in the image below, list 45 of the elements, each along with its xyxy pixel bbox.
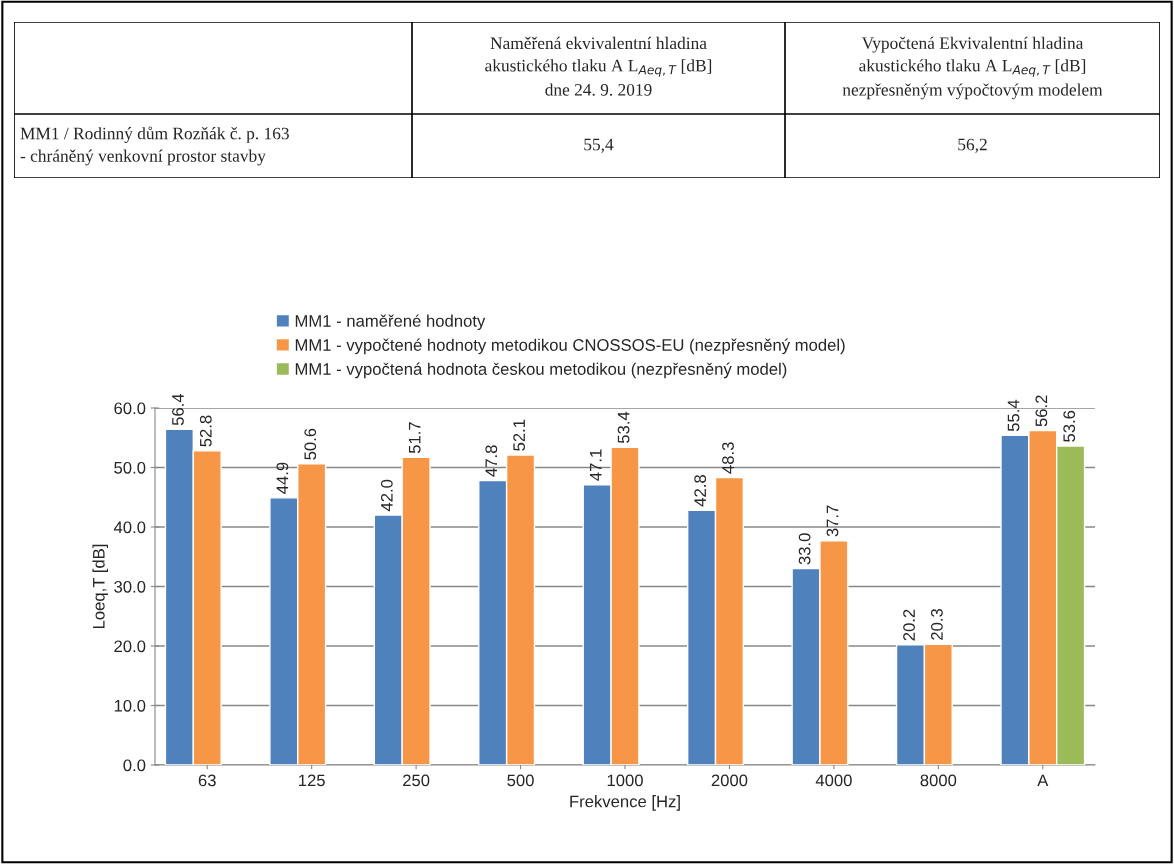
y-tick-label: 30.0: [114, 580, 146, 593]
data-label: 53.6: [1063, 410, 1076, 442]
text: 55,4: [584, 138, 614, 153]
data-label: 53.4: [617, 411, 630, 444]
y-tick-label: 50.0: [114, 461, 146, 474]
text: 56,2: [958, 138, 987, 153]
legend-label: MM1 - vypočtené hodnoty metodikou CNOSSOS-EU (nezpřesněný model): [295, 338, 845, 355]
data-label: 33.0: [798, 533, 811, 565]
data-label: 47.1: [589, 449, 602, 481]
data-label: 20.3: [931, 608, 943, 640]
data-label: 51.7: [408, 422, 421, 454]
x-tick-label: A: [1037, 774, 1049, 787]
text: Vypočtená Ekvivalentní hladina akustického tlaku A L$_{Aeq,T}$ [dB] nezpřesněným výpočtovým modelem: [842, 36, 1103, 100]
y-tick-label: 20.0: [114, 640, 146, 653]
x-tick-label: 8000: [920, 774, 957, 787]
data-label: 55.4: [1007, 399, 1020, 432]
data-label: 52.8: [199, 415, 212, 447]
x-tick-label: 250: [403, 774, 430, 787]
y-tick-label: 0.0: [123, 759, 146, 772]
data-label: 20.2: [903, 609, 915, 641]
data-label: 42.0: [380, 479, 393, 512]
x-tick-label: 500: [507, 774, 534, 787]
x-tick-label: 2000: [711, 774, 748, 787]
data-label: 42.8: [694, 475, 707, 507]
y-tick-label: 40.0: [113, 521, 146, 534]
text: MM1 / Rodinný dům Rozňák č. p. 163 - chráněný venkovní prostor stavby: [20, 126, 289, 166]
data-label: 52.1: [513, 419, 526, 451]
x-tick-label: 4000: [815, 774, 852, 787]
data-label: 47.8: [485, 445, 498, 477]
x-tick-label: 63: [198, 774, 216, 787]
legend-label: MM1 - vypočtená hodnota českou metodikou (nezpřesněný model): [295, 362, 787, 379]
text: Naměřená ekvivalentní hladina akustického tlaku A L$_{Aeq,T}$ [dB] dne 24. 9. 2019: [485, 36, 712, 96]
y-tick-label: 60.0: [114, 402, 146, 415]
data-label: 48.3: [722, 442, 734, 474]
data-label: 37.7: [826, 505, 839, 537]
data-label: 56.4: [172, 393, 184, 426]
y-tick-label: 10.0: [114, 699, 146, 712]
data-label: 50.6: [304, 428, 317, 460]
legend-label: MM1 - naměřené hodnoty: [295, 314, 486, 331]
x-tick-label: 1000: [607, 774, 643, 787]
x-tick-label: 125: [299, 774, 325, 787]
data-label: 56.2: [1035, 395, 1048, 427]
y-axis-title: Loeq,T [dB]: [92, 544, 108, 629]
x-axis-title: Frekvence [Hz]: [570, 795, 680, 811]
data-label: 44.9: [276, 462, 289, 494]
